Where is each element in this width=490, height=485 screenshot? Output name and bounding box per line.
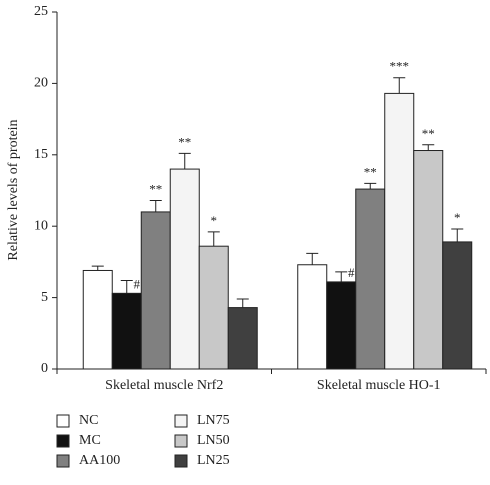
bar	[111, 292, 142, 370]
significance-mark: **	[364, 164, 377, 179]
legend-label: NC	[79, 413, 98, 428]
bar	[326, 281, 357, 370]
error-bar	[306, 252, 319, 265]
bar	[169, 168, 200, 370]
legend-label: AA100	[79, 453, 120, 468]
bar	[297, 264, 328, 370]
legend-swatch	[56, 454, 70, 468]
error-bar	[393, 77, 406, 94]
error-bar	[335, 271, 348, 282]
significance-mark: *	[454, 210, 461, 225]
significance-mark: #	[348, 265, 355, 280]
significance-mark: **	[149, 181, 162, 196]
error-bar	[178, 152, 191, 170]
y-tick-label: 25	[34, 4, 48, 19]
bar	[442, 241, 473, 370]
legend-swatch	[56, 434, 70, 448]
significance-mark: ***	[390, 59, 410, 74]
bar	[140, 211, 171, 370]
legend-swatch	[174, 414, 188, 428]
error-bar	[236, 298, 249, 308]
legend-label: LN50	[197, 433, 230, 448]
y-tick-label: 5	[41, 290, 48, 305]
bar	[413, 150, 444, 370]
y-tick-label: 10	[34, 218, 48, 233]
legend-swatch	[174, 434, 188, 448]
bar	[384, 92, 415, 370]
bar	[227, 307, 258, 370]
legend-label: LN25	[197, 453, 230, 468]
legend-swatch	[56, 414, 70, 428]
bar	[82, 269, 113, 370]
x-tick-label: Skeletal muscle HO-1	[317, 378, 441, 393]
error-bar	[364, 182, 377, 190]
bar	[198, 245, 229, 370]
error-bar	[120, 279, 133, 294]
legend-swatch	[174, 454, 188, 468]
error-bar	[207, 231, 220, 247]
y-tick-label: 0	[41, 361, 48, 376]
significance-mark: **	[178, 134, 191, 149]
bar	[355, 188, 386, 370]
x-tick-label: Skeletal muscle Nrf2	[105, 378, 223, 393]
error-bar	[91, 265, 104, 271]
y-tick-label: 15	[34, 147, 48, 162]
significance-mark: *	[211, 213, 218, 228]
legend-label: MC	[79, 433, 101, 448]
y-tick-label: 20	[34, 76, 48, 91]
significance-mark: #	[134, 276, 141, 291]
error-bar	[149, 199, 162, 212]
error-bar	[422, 144, 435, 151]
legend-label: LN75	[197, 413, 230, 428]
y-axis-label: Relative levels of protein	[6, 119, 21, 260]
error-bar	[451, 228, 464, 242]
significance-mark: **	[422, 126, 435, 141]
